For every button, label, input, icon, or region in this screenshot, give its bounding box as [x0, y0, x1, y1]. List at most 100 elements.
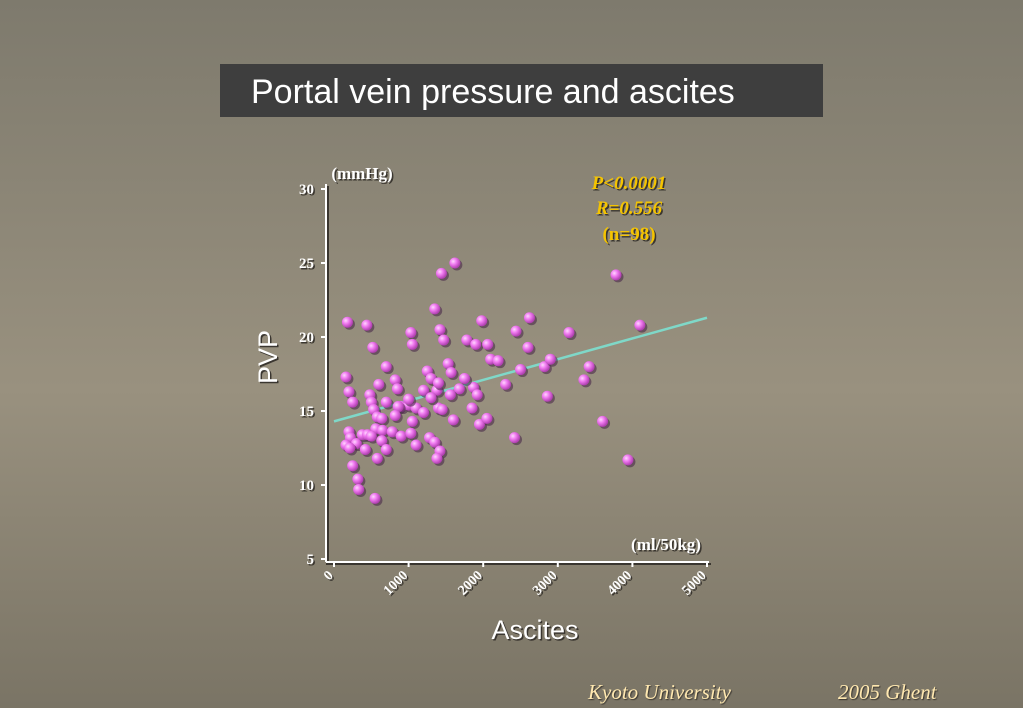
data-point: [380, 396, 392, 408]
footer-institution: Kyoto University: [588, 680, 731, 704]
data-point: [449, 257, 461, 269]
data-point: [361, 319, 373, 331]
data-point: [442, 358, 454, 370]
y-axis-title: PVP: [253, 330, 283, 384]
data-point: [541, 390, 553, 402]
title-banner: Portal vein pressure and ascites: [220, 64, 823, 117]
p-value-annotation-shadow: P<0.0001: [592, 175, 668, 196]
data-point: [376, 412, 388, 424]
data-point: [436, 404, 448, 416]
n-annotation-shadow: (n=98): [604, 226, 657, 247]
y-tick-label: 30: [299, 182, 314, 198]
data-point: [515, 364, 526, 376]
data-point: [380, 361, 392, 373]
data-point: [435, 267, 447, 279]
data-point: [482, 338, 494, 350]
x-axis-title: Ascites: [491, 615, 578, 645]
data-point: [367, 341, 379, 353]
data-point: [386, 426, 398, 438]
data-point: [447, 414, 459, 426]
data-point: [500, 378, 512, 390]
y-unit-label-shadow: (mmHg): [333, 166, 394, 185]
data-point: [523, 312, 535, 324]
data-point: [510, 325, 522, 337]
data-point: [403, 393, 415, 405]
y-unit-label: (mmHg): [331, 164, 392, 183]
y-axis-title-shadow: PVP: [255, 331, 285, 385]
data-point: [597, 415, 609, 427]
data-point: [389, 374, 401, 386]
footer-event: 2005 Ghent: [838, 680, 937, 704]
data-point: [434, 324, 446, 336]
y-tick-label-shadow: 30: [301, 184, 316, 200]
y-tick-label-shadow: 15: [301, 406, 316, 422]
data-point: [405, 327, 417, 339]
data-point: [563, 327, 575, 339]
data-point: [344, 442, 356, 454]
y-tick-label-shadow: 20: [301, 332, 316, 348]
data-point: [369, 492, 381, 504]
data-point: [359, 443, 371, 455]
data-point: [544, 353, 556, 365]
data-point: [376, 424, 388, 436]
x-unit-label-shadow: (ml/50kg): [633, 537, 703, 556]
y-tick-label-shadow: 5: [308, 554, 316, 570]
data-point: [395, 430, 407, 442]
data-point: [481, 412, 493, 424]
data-point: [445, 367, 457, 379]
data-point: [340, 371, 352, 383]
data-point: [418, 384, 430, 396]
data-point: [476, 315, 488, 327]
data-point: [389, 409, 401, 421]
data-point: [352, 473, 364, 485]
data-point: [431, 452, 443, 464]
data-point: [610, 269, 622, 281]
y-tick-label: 10: [299, 478, 314, 494]
data-point: [538, 361, 550, 373]
data-point: [634, 319, 646, 331]
data-point: [373, 378, 385, 390]
y-tick-label: 25: [299, 256, 314, 272]
data-point: [405, 427, 417, 439]
x-axis-title-shadow: Ascites: [493, 617, 580, 647]
data-point: [371, 452, 383, 464]
data-point: [522, 341, 534, 353]
data-point: [453, 383, 465, 395]
slide-title: Portal vein pressure and ascites: [251, 73, 735, 111]
n-annotation: (n=98): [602, 224, 655, 245]
data-point: [406, 415, 418, 427]
data-point: [438, 334, 450, 346]
data-point: [418, 406, 430, 418]
data-point: [353, 483, 365, 495]
r-value-annotation: R=0.556: [595, 198, 663, 219]
data-point: [343, 386, 355, 398]
data-point: [466, 402, 478, 414]
data-point: [410, 439, 422, 451]
data-point: [406, 338, 418, 350]
data-point: [492, 355, 504, 367]
data-point: [470, 338, 482, 350]
r-value-annotation-shadow: R=0.556: [596, 200, 664, 221]
data-point: [380, 443, 392, 455]
data-point: [429, 436, 441, 448]
y-tick-label: 5: [307, 552, 315, 568]
data-point: [391, 383, 403, 395]
x-unit-label: (ml/50kg): [631, 535, 701, 554]
data-point: [459, 372, 471, 384]
data-point: [365, 430, 377, 442]
data-point: [425, 392, 437, 404]
data-point: [578, 374, 590, 386]
data-point: [432, 377, 444, 389]
y-tick-label-shadow: 25: [301, 258, 316, 274]
y-tick-label-shadow: 10: [301, 480, 316, 496]
data-point: [429, 303, 441, 315]
data-point: [461, 334, 473, 346]
y-tick-label: 15: [299, 404, 314, 420]
data-point: [473, 418, 485, 430]
data-point: [341, 316, 353, 328]
data-point: [444, 389, 456, 401]
data-point: [392, 401, 404, 413]
data-point: [376, 435, 388, 447]
data-point: [471, 389, 483, 401]
